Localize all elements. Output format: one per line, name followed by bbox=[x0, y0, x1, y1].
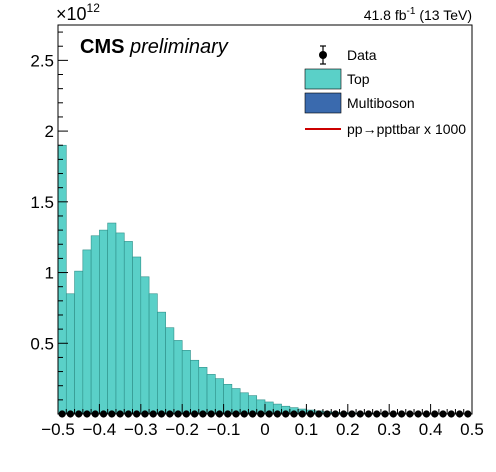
legend-marker bbox=[319, 51, 327, 59]
x-tick-label: 0.4 bbox=[419, 420, 443, 439]
top-bar bbox=[57, 144, 67, 415]
x-tick-label: −0.5 bbox=[41, 420, 75, 439]
exponent-label: ×1012 bbox=[56, 1, 100, 24]
top-bar bbox=[148, 293, 158, 415]
legend-item: Multiboson bbox=[304, 92, 415, 114]
x-tick-label: −0.1 bbox=[207, 420, 241, 439]
x-tick-label: −0.3 bbox=[124, 420, 158, 439]
legend-swatch bbox=[304, 92, 342, 114]
legend-label: Data bbox=[347, 47, 377, 63]
top-bar bbox=[181, 350, 191, 415]
legend-swatch bbox=[304, 68, 342, 90]
top-bar bbox=[123, 241, 133, 415]
x-tick-label: 0 bbox=[260, 420, 269, 439]
top-bar bbox=[99, 229, 108, 415]
top-bar bbox=[132, 256, 142, 415]
preliminary-label: preliminary bbox=[129, 36, 229, 58]
x-axis: −0.5 −0.4 −0.3 −0.2 −0.1 0 0.1 0.2 0.3 0.4 0.5 bbox=[41, 404, 484, 439]
top-bar bbox=[215, 378, 224, 415]
cms-label: CMS bbox=[80, 36, 124, 58]
y-tick-label: 0.5 bbox=[30, 334, 54, 353]
legend-item: Data bbox=[319, 45, 377, 65]
y-tick-label: 1 bbox=[45, 264, 54, 283]
x-tick-label: 0.1 bbox=[295, 420, 319, 439]
x-tick-label: −0.4 bbox=[83, 420, 117, 439]
top-bar bbox=[107, 222, 117, 415]
top-bar bbox=[198, 367, 208, 415]
top-bar bbox=[206, 374, 216, 415]
x-tick-label: 0.3 bbox=[377, 420, 401, 439]
top-bar bbox=[65, 293, 75, 415]
y-axis: 0.5 1 1.5 2 2.5 bbox=[30, 31, 68, 401]
top-bar bbox=[82, 249, 92, 415]
x-tick-label: −0.2 bbox=[165, 420, 199, 439]
y-tick-label: 2 bbox=[45, 122, 54, 141]
top-bar bbox=[173, 340, 183, 415]
luminosity-label: 41.8 fb-1 (13 TeV) bbox=[364, 6, 472, 23]
top-bar bbox=[90, 235, 100, 415]
legend-label: Multiboson bbox=[347, 95, 415, 111]
top-bar bbox=[231, 388, 241, 415]
top-bar bbox=[74, 270, 84, 415]
top-bar bbox=[165, 327, 175, 415]
x-tick-label: 0.2 bbox=[336, 420, 360, 439]
legend-label: pp→ppttbar x 1000 bbox=[347, 121, 466, 137]
top-bar bbox=[190, 359, 200, 415]
top-bar bbox=[115, 232, 125, 415]
top-bar bbox=[140, 276, 150, 415]
exponent-power: 12 bbox=[87, 1, 101, 15]
top-bar bbox=[223, 383, 233, 415]
luminosity-power: -1 bbox=[407, 6, 416, 17]
legend-label: Top bbox=[347, 71, 370, 87]
legend-item: Top bbox=[304, 68, 370, 90]
y-tick-label: 2.5 bbox=[30, 51, 54, 70]
legend: Data Top Multiboson pp→ppttbar x 1000 bbox=[304, 45, 466, 137]
legend-item: pp→ppttbar x 1000 bbox=[305, 121, 466, 137]
top-bar bbox=[157, 311, 166, 415]
x-tick-label: 0.5 bbox=[460, 420, 484, 439]
y-tick-label: 1.5 bbox=[30, 193, 54, 212]
